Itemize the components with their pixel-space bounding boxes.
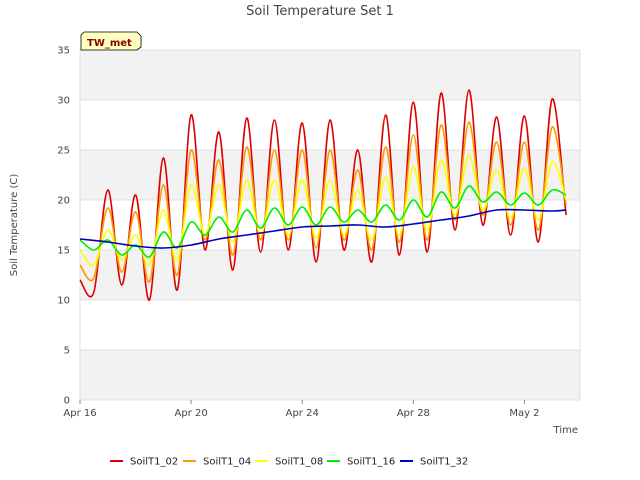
badge-shape [80,31,142,51]
chart-title: Soil Temperature Set 1 [246,4,394,19]
x-tick-label: Apr 24 [286,408,319,419]
legend-item: SoilT1_02 [110,457,178,468]
y-axis-label: Soil Temperature (C) [9,174,20,277]
plot-background [80,50,580,400]
plot-band [80,50,580,100]
y-tick-label: 30 [57,96,70,107]
x-tick-label: Apr 20 [175,408,208,419]
series-line-soilt1-16 [79,185,567,258]
y-tick-label: 15 [57,246,70,257]
y-tick-label: 20 [57,196,70,207]
y-tick-label: 0 [64,396,70,407]
plot-bands [80,50,580,400]
legend: SoilT1_02 SoilT1_04 SoilT1_08 SoilT1_16 Soil… [110,457,468,468]
legend-label: SoilT1_16 [347,457,395,468]
legend-item: SoilT1_16 [327,457,395,468]
x-tick-label: May 2 [509,408,539,419]
legend-item: SoilT1_08 [255,457,323,468]
legend-label: SoilT1_02 [130,457,178,468]
plot-frame [79,49,581,401]
series-lines [79,89,567,301]
legend-item: SoilT1_32 [400,457,468,468]
x-axis-label: Time [553,425,578,436]
y-tick-label: 10 [57,296,70,307]
y-tick-label: 25 [57,146,70,157]
station-badge: TW_met [80,31,142,51]
legend-item: SoilT1_04 [183,457,251,468]
y-axis-ticks: 0 5 10 15 20 25 30 35 [57,46,70,407]
x-axis-ticks: Apr 16 Apr 20 Apr 24 Apr 28 May 2 [63,400,540,419]
legend-label: SoilT1_04 [203,457,251,468]
plot-band [80,250,580,300]
x-tick-label: Apr 28 [397,408,430,419]
series-line-soilt1-32 [79,208,567,249]
series-line-soilt1-02 [79,89,567,301]
y-tick-label: 35 [57,46,70,57]
plot-band [80,350,580,400]
legend-label: SoilT1_08 [275,457,323,468]
y-tick-label: 5 [64,346,70,357]
legend-label: SoilT1_32 [420,457,468,468]
x-tick-label: Apr 16 [63,408,96,419]
badge-label: TW_met [87,38,132,49]
series-line-soilt1-04 [79,121,567,283]
